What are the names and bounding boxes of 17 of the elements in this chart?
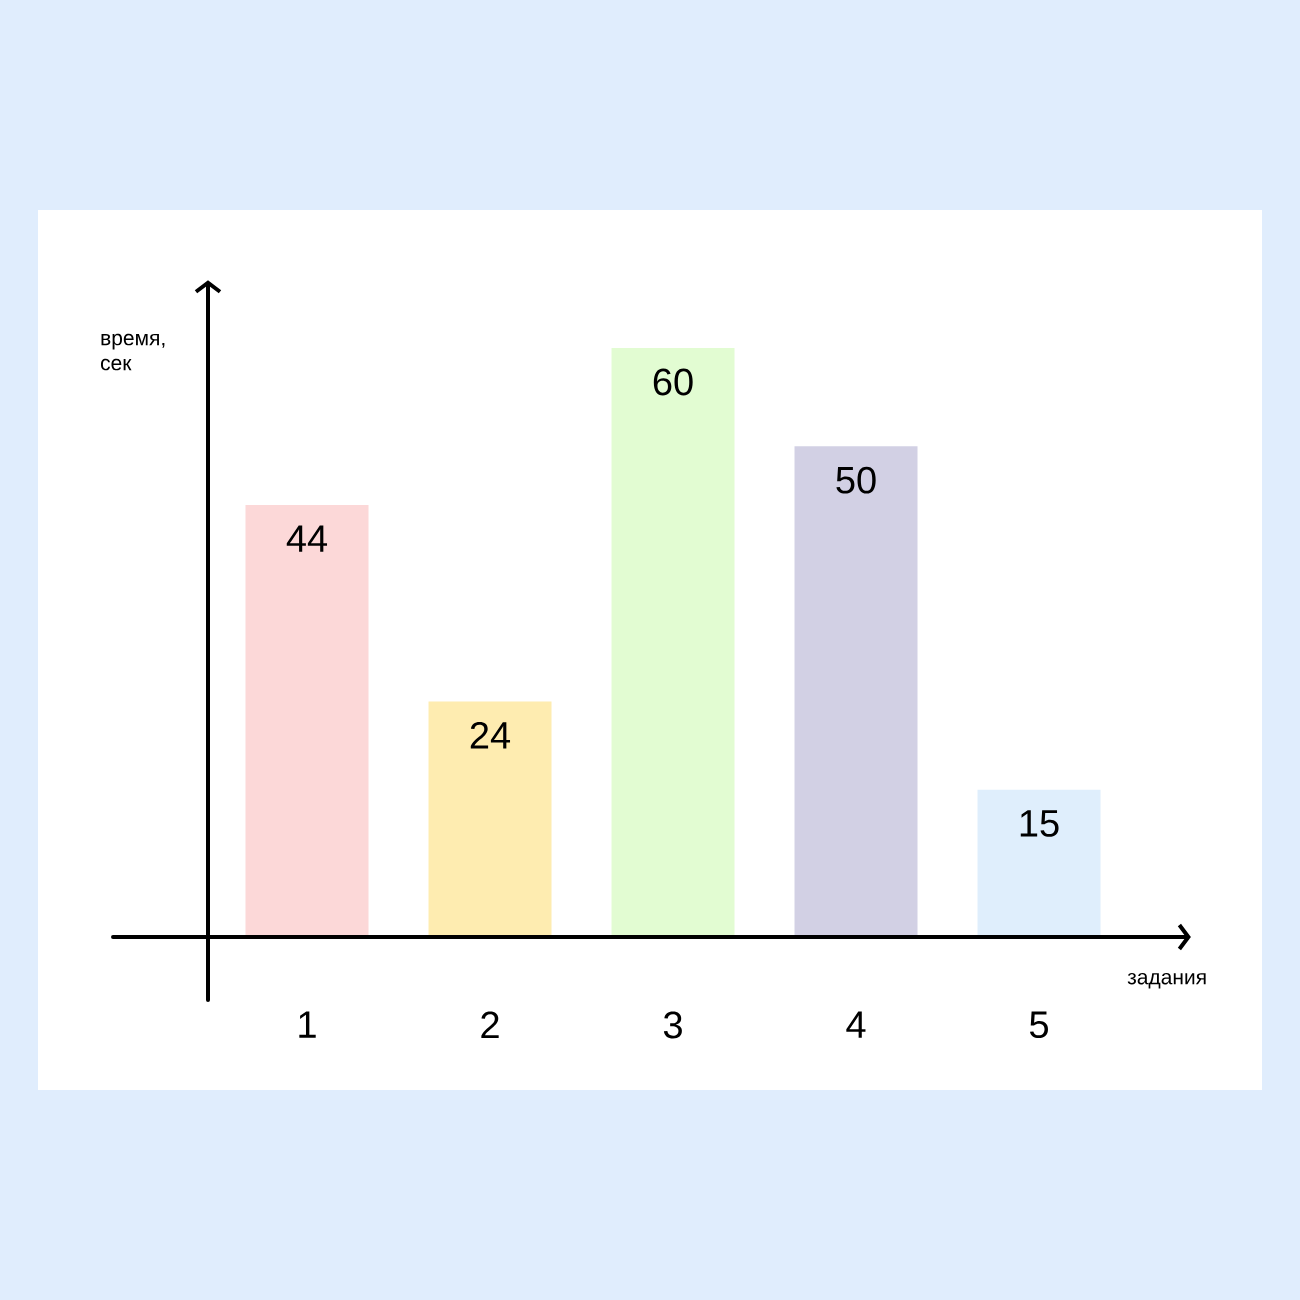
x-tick-label: 1 <box>299 1011 316 1038</box>
x-tick-label: 3 <box>663 1011 682 1039</box>
x-tick-label: 2 <box>481 1011 499 1039</box>
bar <box>794 446 918 937</box>
data-label: 50 <box>836 466 876 494</box>
data-label: 15 <box>1020 810 1059 837</box>
bar <box>245 505 369 937</box>
bar <box>977 789 1101 937</box>
x-tick-label: 5 <box>1029 1011 1048 1039</box>
bar <box>428 701 552 937</box>
x-axis-title: задания <box>1127 972 1206 989</box>
data-label: 44 <box>286 525 328 552</box>
y-axis-title: время, сек <box>100 333 165 371</box>
data-label: 24 <box>470 721 511 749</box>
data-label: 60 <box>653 368 693 396</box>
x-tick-label: 4 <box>846 1011 866 1038</box>
bar <box>611 347 735 937</box>
